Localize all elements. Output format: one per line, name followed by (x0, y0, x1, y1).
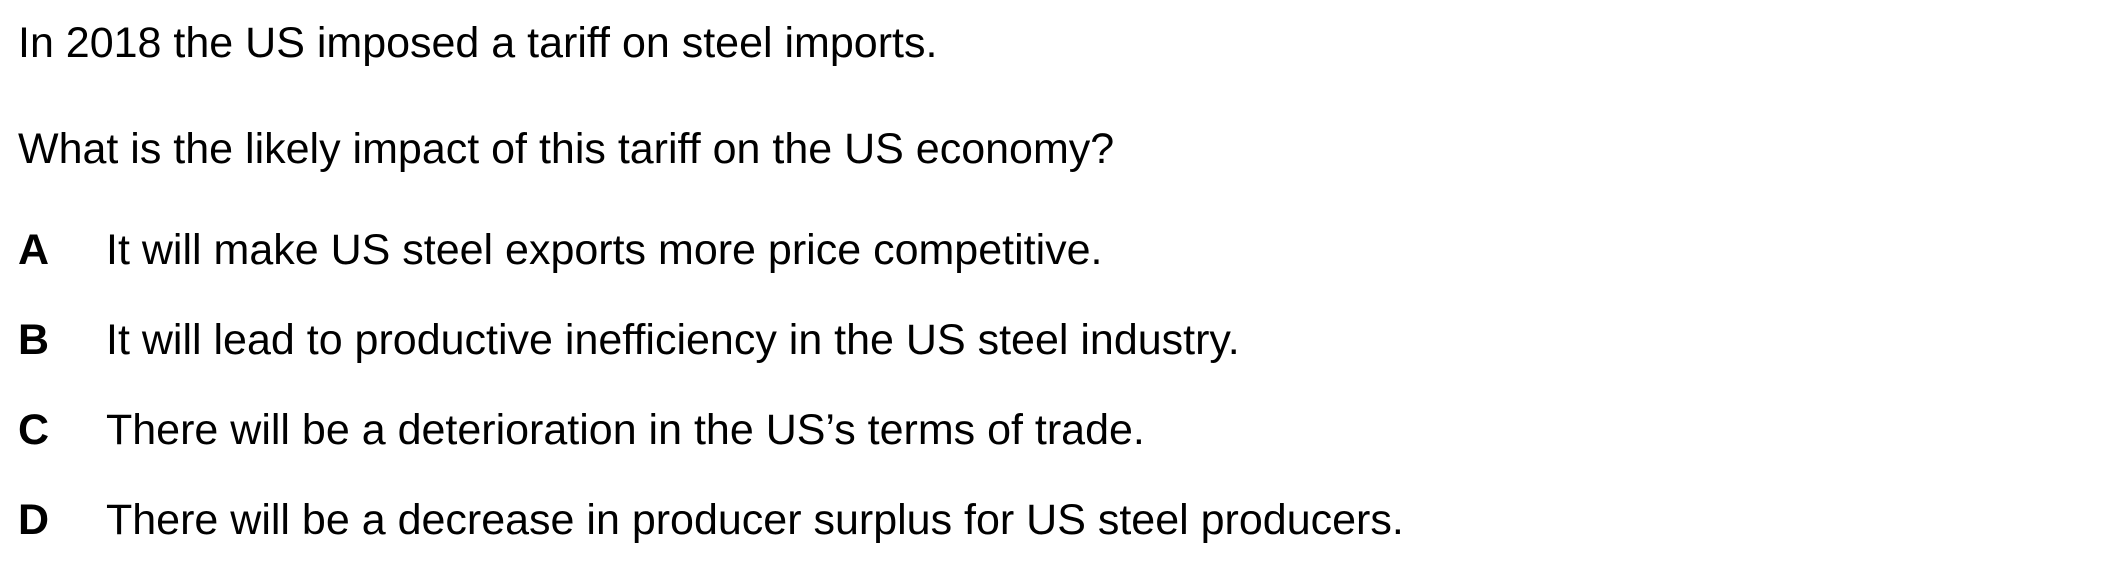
question-context: In 2018 the US imposed a tariff on steel… (18, 19, 938, 67)
option-d-text: There will be a decrease in producer sur… (106, 496, 1404, 544)
option-b-text: It will lead to productive inefficiency … (106, 316, 1240, 364)
option-b-letter: B (18, 316, 50, 364)
option-d-letter: D (18, 496, 50, 544)
option-a-letter: A (18, 226, 50, 274)
question-prompt: What is the likely impact of this tariff… (18, 125, 1115, 173)
option-c-letter: C (18, 406, 50, 454)
option-a-text: It will make US steel exports more price… (106, 226, 1103, 274)
option-c-text: There will be a deterioration in the US’… (106, 406, 1145, 454)
